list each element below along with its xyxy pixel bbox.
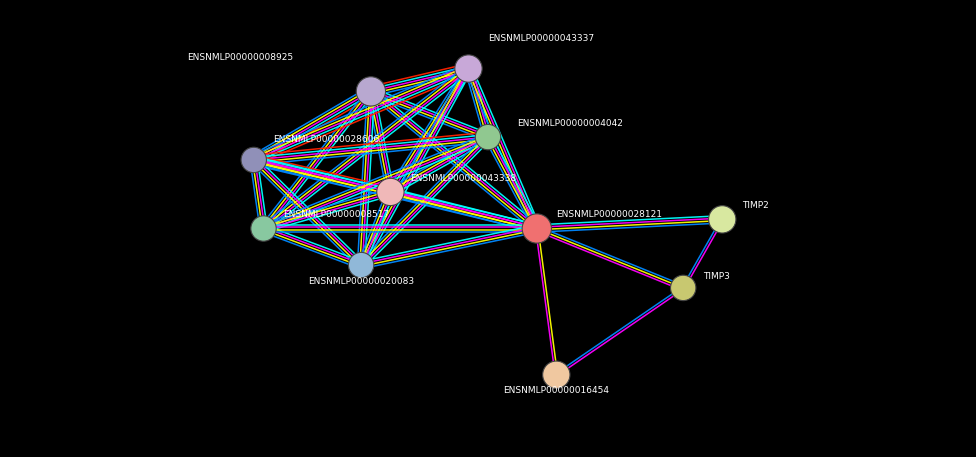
Text: TIMP3: TIMP3 xyxy=(703,272,730,281)
Ellipse shape xyxy=(709,206,736,233)
Ellipse shape xyxy=(377,178,404,206)
Ellipse shape xyxy=(348,252,374,278)
Text: ENSNMLP00000004042: ENSNMLP00000004042 xyxy=(517,119,623,128)
Ellipse shape xyxy=(671,275,696,301)
Text: ENSNMLP00000043338: ENSNMLP00000043338 xyxy=(410,174,516,183)
Ellipse shape xyxy=(455,55,482,82)
Text: ENSNMLP00000020083: ENSNMLP00000020083 xyxy=(308,276,414,286)
Text: ENSNMLP00000016454: ENSNMLP00000016454 xyxy=(504,386,609,395)
Ellipse shape xyxy=(251,216,276,241)
Ellipse shape xyxy=(522,214,551,243)
Text: TIMP2: TIMP2 xyxy=(742,201,768,210)
Ellipse shape xyxy=(475,124,501,150)
Text: ENSNMLP00000008517: ENSNMLP00000008517 xyxy=(283,210,389,219)
Ellipse shape xyxy=(543,361,570,388)
Text: ENSNMLP00000008925: ENSNMLP00000008925 xyxy=(186,53,293,62)
Text: ENSNMLP00000043337: ENSNMLP00000043337 xyxy=(488,34,594,43)
Text: ENSNMLP00000028606: ENSNMLP00000028606 xyxy=(273,135,380,144)
Ellipse shape xyxy=(241,147,266,173)
Ellipse shape xyxy=(356,77,386,106)
Text: ENSNMLP00000028121: ENSNMLP00000028121 xyxy=(556,210,663,219)
